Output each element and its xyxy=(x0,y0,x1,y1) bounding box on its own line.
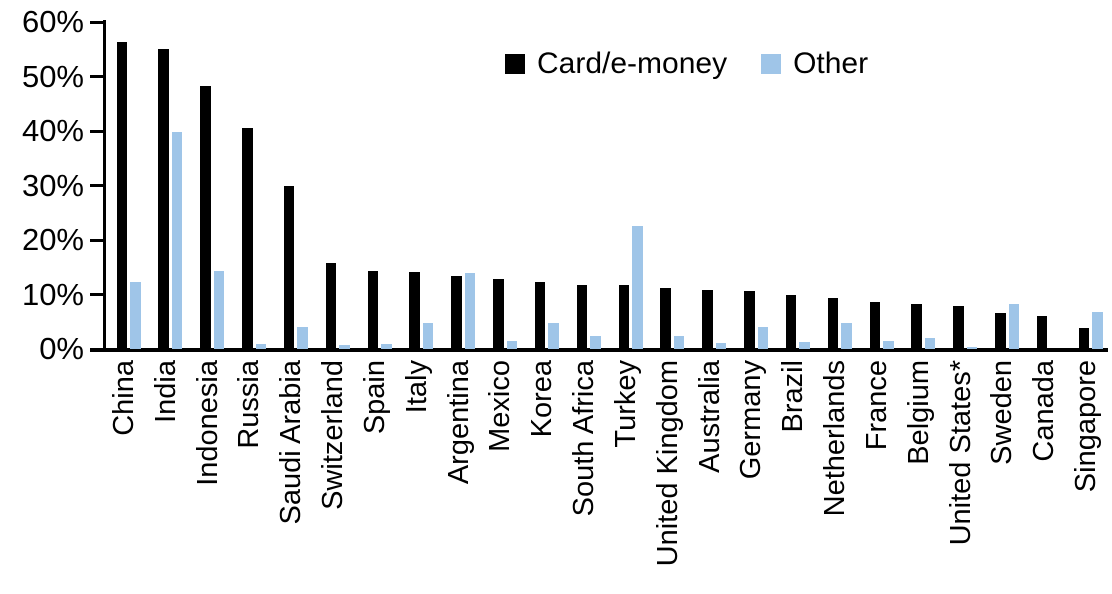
bar-card-e-money xyxy=(493,278,504,349)
bar-card-e-money xyxy=(116,42,127,349)
x-axis-label: United Kingdom xyxy=(651,360,684,567)
bar-other xyxy=(422,323,434,349)
bar-card-e-money xyxy=(534,281,546,349)
bar-card-e-money xyxy=(869,301,880,349)
bar-other xyxy=(213,270,225,349)
y-tick-label: 20% xyxy=(21,222,84,257)
bar-other xyxy=(297,327,308,349)
x-axis-line xyxy=(90,348,1108,352)
x-axis-label: Netherlands xyxy=(819,360,852,517)
x-axis-label: Australia xyxy=(693,360,726,473)
x-axis-label: Mexico xyxy=(484,360,517,452)
y-tick-mark xyxy=(90,20,104,24)
bar-other xyxy=(757,327,768,349)
bar-card-e-money xyxy=(325,263,337,349)
legend-label-other: Other xyxy=(793,47,869,80)
x-axis-label: France xyxy=(860,360,893,451)
bar-card-e-money xyxy=(367,271,378,349)
y-tick-label: 30% xyxy=(21,167,84,203)
y-tick-label: 40% xyxy=(21,113,84,148)
bar-other xyxy=(255,343,266,349)
bar-card-e-money xyxy=(995,313,1006,349)
y-tick-mark xyxy=(90,347,104,351)
x-axis-label: India xyxy=(149,360,182,423)
legend-swatch-other xyxy=(761,54,782,74)
y-tick-mark xyxy=(90,238,104,242)
x-axis-label: Russia xyxy=(233,360,266,449)
bar-other xyxy=(506,341,517,349)
bar-other xyxy=(715,343,727,349)
bar-card-e-money xyxy=(576,284,588,349)
bar-card-e-money xyxy=(1078,327,1090,349)
bar-other xyxy=(381,343,392,349)
y-tick-mark xyxy=(90,184,104,187)
x-axis-label: Saudi Arabia xyxy=(275,360,308,525)
bar-other xyxy=(171,132,183,349)
bar-other xyxy=(548,323,559,349)
legend-entry-other: Other xyxy=(761,48,868,80)
bar-card-e-money xyxy=(785,294,797,349)
legend: Card/e-money Other xyxy=(505,48,868,80)
bar-other xyxy=(130,281,141,349)
bar-card-e-money xyxy=(283,186,295,349)
bar-card-e-money xyxy=(911,304,922,349)
y-tick-label: 50% xyxy=(21,58,84,94)
x-axis-label: United States* xyxy=(944,360,977,546)
bar-other xyxy=(924,338,936,349)
bar-card-e-money xyxy=(242,128,253,349)
y-axis-line xyxy=(103,20,106,352)
x-axis-label: Spain xyxy=(358,360,391,435)
x-axis-label: Sweden xyxy=(986,360,1019,465)
x-axis-label: Singapore xyxy=(1070,360,1103,493)
bar-card-e-money xyxy=(409,272,420,349)
y-tick-mark xyxy=(90,75,104,78)
y-tick-label: 0% xyxy=(39,331,84,366)
bar-other xyxy=(464,273,476,349)
bar-other xyxy=(966,346,978,349)
x-axis-label: Belgium xyxy=(902,360,935,465)
x-axis-label: Turkey xyxy=(609,360,642,448)
bar-card-e-money xyxy=(827,298,839,349)
bar-other xyxy=(673,336,685,349)
legend-swatch-card-e-money xyxy=(505,54,525,74)
x-axis-label: Korea xyxy=(526,360,559,438)
y-tick-label: 60% xyxy=(21,4,84,39)
bar-card-e-money xyxy=(618,285,629,349)
y-tick-mark xyxy=(90,129,104,133)
x-axis-label: South Africa xyxy=(568,360,601,517)
bar-other xyxy=(883,340,894,349)
x-axis-label: Brazil xyxy=(777,360,810,433)
legend-entry-card-e-money: Card/e-money xyxy=(505,48,727,80)
bar-card-e-money xyxy=(953,305,964,349)
bar-card-e-money xyxy=(158,49,169,349)
bar-other xyxy=(841,322,852,349)
bar-card-e-money xyxy=(451,275,462,349)
x-axis-label: Argentina xyxy=(442,360,475,485)
bar-card-e-money xyxy=(660,287,671,349)
bar-other xyxy=(799,342,810,349)
bar-card-e-money xyxy=(200,86,211,349)
bar-other xyxy=(1008,303,1019,349)
y-tick-mark xyxy=(90,293,104,296)
bar-other xyxy=(339,344,350,349)
x-axis-label: China xyxy=(107,360,140,436)
legend-label-card-e-money: Card/e-money xyxy=(537,47,728,80)
x-axis-label: Germany xyxy=(735,360,768,480)
x-axis-label: Switzerland xyxy=(317,360,350,510)
bar-card-e-money xyxy=(1036,315,1048,349)
y-tick-label: 10% xyxy=(21,276,84,312)
x-axis-label: Italy xyxy=(400,360,433,414)
bar-other xyxy=(1092,311,1103,349)
bar-other xyxy=(590,335,601,349)
bar-card-e-money xyxy=(702,289,713,349)
x-axis-label: Indonesia xyxy=(191,360,224,486)
bar-other xyxy=(632,225,643,349)
x-axis-label: Canada xyxy=(1028,360,1061,462)
bar-card-e-money xyxy=(744,291,755,349)
